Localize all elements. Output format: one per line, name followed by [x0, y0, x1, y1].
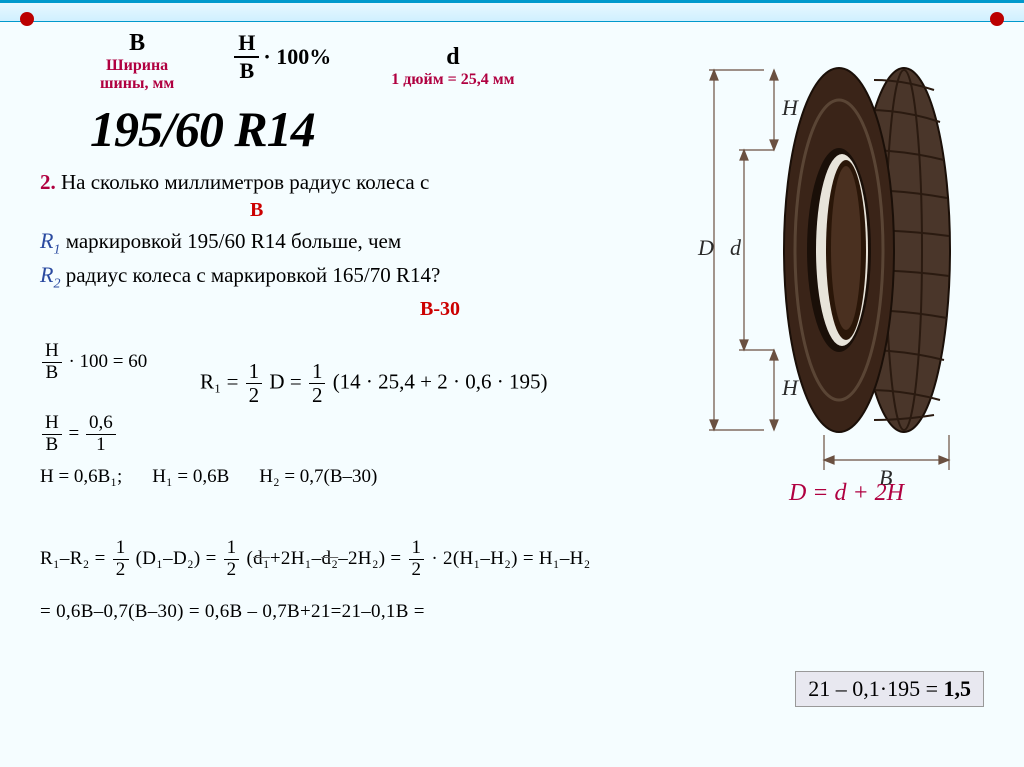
- answer-box: 21 – 0,1·195 = 1,5: [795, 671, 984, 707]
- H-eq-a: H = 0,6B₁;: [40, 466, 122, 488]
- corner-dot-right: [990, 12, 1004, 26]
- label-H-bot: H: [781, 375, 799, 400]
- frac-num: H: [234, 30, 259, 58]
- problem-text: 2. На сколько миллиметров радиус колеса …: [40, 168, 650, 323]
- tire-front: [784, 68, 950, 432]
- diff-mid: (d₁+2H₁–d₂–2H₂) =: [247, 548, 407, 569]
- diff-row: R₁–R₂ = 12 (D₁–D₂) = 12 (d₁+2H₁–d₂–2H₂) …: [40, 538, 650, 581]
- tire-diagram: D d H H: [674, 30, 994, 490]
- corner-dot-left: [20, 12, 34, 26]
- annotation-B: B: [250, 199, 263, 221]
- frame-border: [0, 0, 1024, 22]
- problem-line1: На сколько миллиметров радиус колеса с: [61, 170, 429, 194]
- problem-number: 2.: [40, 170, 56, 194]
- R2: R2: [40, 262, 60, 287]
- final-row: = 0,6B–0,7(B–30) = 0,6B – 0,7B+21=21–0,1…: [40, 601, 650, 623]
- header-row: B Ширина шины, мм H B · 100% d 1 дюйм = …: [100, 30, 650, 92]
- problem-line2: маркировкой 195/60 R14 больше, чем: [66, 229, 401, 253]
- eq-HB06: HB = 0,61: [40, 413, 650, 456]
- d-symbol: d: [391, 44, 514, 71]
- eq-R1: R₁ = 12 D = 12 (14 · 25,4 + 2 · 0,6 · 19…: [200, 360, 650, 407]
- H-row: H = 0,6B₁; H₁ = 0,6B H₂ = 0,7(B–30): [40, 466, 650, 488]
- B-symbol: B: [100, 30, 174, 57]
- tire-code-title: 195/60 R14: [90, 100, 650, 158]
- hdr-HB: H B · 100%: [234, 30, 331, 84]
- frac-den: B: [234, 58, 259, 84]
- R1: R1: [40, 228, 60, 253]
- diameter-formula: D = d + 2H: [789, 480, 904, 507]
- B-label-1: Ширина: [100, 57, 174, 75]
- text-content: B Ширина шины, мм H B · 100% d 1 дюйм = …: [30, 30, 650, 623]
- label-d: d: [730, 235, 742, 260]
- B-label-2: шины, мм: [100, 75, 174, 93]
- answer-expr: 21 – 0,1·195 =: [808, 676, 943, 701]
- tire-svg: D d H H: [674, 30, 994, 490]
- pct-text: · 100%: [263, 44, 331, 69]
- answer-value: 1,5: [944, 676, 972, 701]
- problem-line3: радиус колеса с маркировкой 165/70 R14?: [66, 263, 441, 287]
- hdr-d: d 1 дюйм = 25,4 мм: [391, 44, 514, 89]
- d-label: 1 дюйм = 25,4 мм: [391, 71, 514, 89]
- annotation-B30: B-30: [420, 298, 460, 320]
- HB-fraction: H B: [234, 30, 259, 84]
- label-D: D: [697, 235, 714, 260]
- calc-block: HB · 100 = 60 R₁ = 12 D = 12 (14 · 25,4 …: [40, 341, 650, 488]
- label-H-top: H: [781, 95, 799, 120]
- hdr-B: B Ширина шины, мм: [100, 30, 174, 92]
- H-eq-b: H₁ = 0,6B: [152, 466, 229, 488]
- H-eq-c: H₂ = 0,7(B–30): [259, 466, 377, 488]
